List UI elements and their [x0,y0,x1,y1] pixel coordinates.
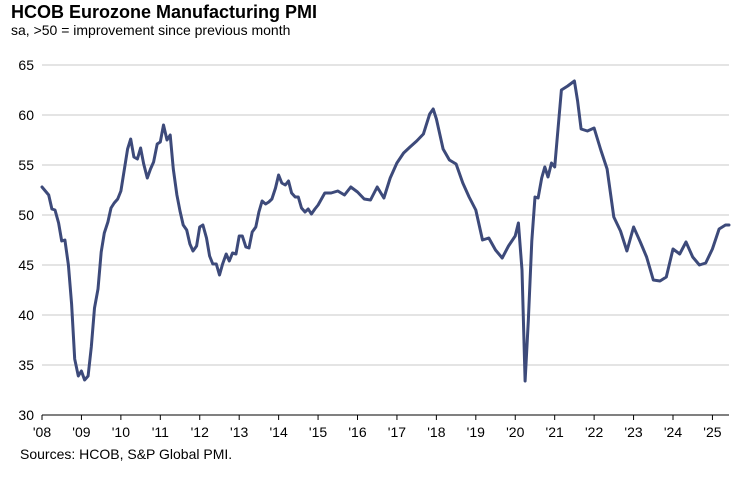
x-tick-label: '08 [33,424,51,440]
x-tick-label: '10 [112,424,130,440]
gridlines [42,64,729,366]
x-tick-label: '18 [427,424,445,440]
x-tick-label: '11 [152,424,169,440]
y-tick-label: 35 [18,357,34,373]
x-axis-ticks: '08 '09 '10 '11 '12 '13 '14 '15 '16 '17 '18 '19 '20 '… [33,415,722,440]
x-tick-label: '19 [467,424,485,440]
y-tick-label: 40 [18,307,34,323]
chart-title: HCOB Eurozone Manufacturing PMI [11,2,317,22]
x-tick-label: '12 [191,424,209,440]
x-tick-label: '09 [72,424,90,440]
chart-subtitle: sa, >50 = improvement since previous mon… [11,22,291,38]
y-tick-label: 45 [18,257,34,273]
x-tick-label: '25 [703,424,721,440]
y-tick-label: 55 [18,157,34,173]
x-tick-label: '23 [624,424,642,440]
x-tick-label: '14 [269,424,287,440]
y-tick-label: 30 [18,407,34,423]
x-tick-label: '22 [585,424,603,440]
x-tick-label: '21 [546,424,564,440]
series-group [40,79,731,383]
x-tick-label: '17 [388,424,406,440]
x-tick-label: '24 [664,424,682,440]
source-note: Sources: HCOB, S&P Global PMI. [20,446,233,462]
x-tick-label: '13 [230,424,248,440]
y-axis-ticks: 30 35 40 45 50 55 60 65 [18,57,34,423]
y-tick-label: 65 [18,57,34,73]
series-line-pmi [40,79,731,383]
x-tick-label: '16 [348,424,366,440]
y-tick-label: 60 [18,107,34,123]
x-tick-label: '20 [506,424,524,440]
x-tick-label: '15 [309,424,327,440]
y-tick-label: 50 [18,207,34,223]
